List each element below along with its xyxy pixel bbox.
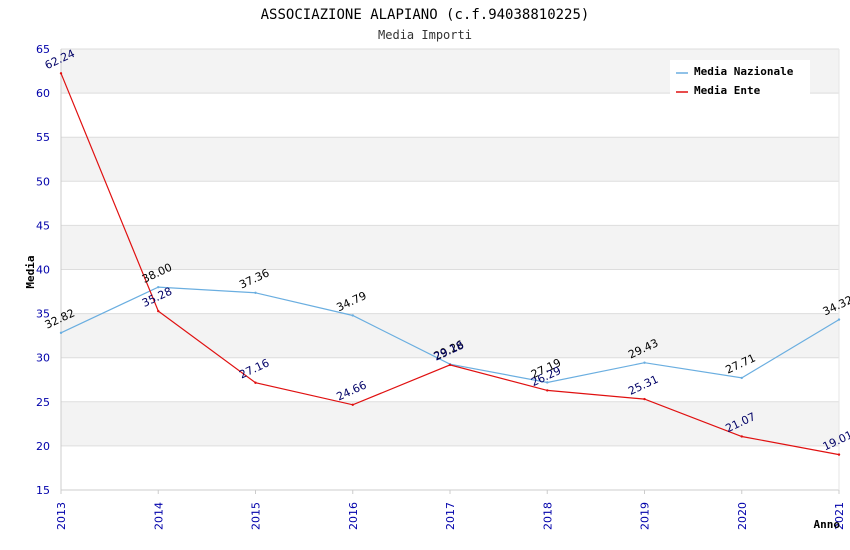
data-point bbox=[59, 72, 63, 75]
data-label: 24.66 bbox=[335, 378, 369, 403]
data-point bbox=[837, 318, 841, 321]
data-point bbox=[157, 285, 160, 289]
legend-label-ente: Media Ente bbox=[694, 84, 761, 97]
data-point bbox=[254, 291, 257, 294]
x-tick-label: 2020 bbox=[736, 502, 749, 530]
data-label: 37.36 bbox=[237, 266, 271, 291]
data-point bbox=[740, 435, 743, 438]
y-tick-label: 40 bbox=[36, 264, 50, 277]
x-tick-label: 2016 bbox=[347, 502, 360, 530]
series-lines bbox=[59, 72, 841, 456]
gridlines bbox=[61, 48, 839, 491]
x-tick-label: 2021 bbox=[833, 502, 846, 530]
background-bands bbox=[61, 49, 839, 446]
data-point bbox=[351, 403, 354, 406]
axes bbox=[60, 49, 840, 494]
data-label: 27.16 bbox=[237, 356, 271, 381]
x-tick-label: 2019 bbox=[639, 502, 652, 530]
data-point bbox=[254, 381, 257, 384]
y-tick-label: 60 bbox=[36, 87, 50, 100]
x-tick-label: 2014 bbox=[152, 502, 165, 530]
data-label: 34.79 bbox=[335, 289, 369, 314]
legend: Media Nazionale Media Ente bbox=[670, 60, 810, 100]
y-tick-label: 30 bbox=[36, 352, 50, 365]
x-tick-label: 2013 bbox=[55, 502, 68, 530]
data-label: 25.31 bbox=[626, 373, 660, 398]
data-point bbox=[740, 376, 743, 380]
data-point bbox=[643, 361, 646, 364]
data-point bbox=[351, 314, 354, 317]
y-tick-label: 45 bbox=[36, 219, 50, 232]
y-tick-label: 35 bbox=[36, 308, 50, 321]
data-point bbox=[643, 397, 646, 401]
data-point bbox=[448, 363, 452, 367]
y-tick-label: 50 bbox=[36, 175, 50, 188]
legend-label-nazionale: Media Nazionale bbox=[694, 65, 794, 78]
y-tick-label: 20 bbox=[36, 440, 50, 453]
y-tick-label: 55 bbox=[36, 131, 50, 144]
x-axis-label: Anno bbox=[814, 518, 841, 531]
y-axis-label: Media bbox=[24, 255, 37, 288]
band bbox=[61, 401, 839, 446]
data-point bbox=[59, 331, 63, 335]
chart-title: ASSOCIAZIONE ALAPIANO (c.f.94038810225) bbox=[261, 7, 590, 23]
tick-labels: 15 20 25 30 35 40 45 50 55 60 65 2013 2014 2015 2016 20… bbox=[36, 43, 846, 530]
data-point bbox=[837, 453, 841, 456]
data-point bbox=[157, 309, 160, 313]
data-point bbox=[546, 381, 549, 384]
data-label: 35.28 bbox=[140, 285, 174, 310]
x-tick-label: 2017 bbox=[444, 502, 457, 530]
data-point bbox=[546, 389, 549, 392]
band bbox=[61, 225, 839, 270]
band bbox=[61, 137, 839, 182]
y-tick-label: 15 bbox=[36, 484, 50, 497]
x-tick-label: 2018 bbox=[541, 502, 554, 530]
legend-box bbox=[670, 60, 810, 100]
y-tick-label: 25 bbox=[36, 396, 50, 409]
x-tick-label: 2015 bbox=[250, 502, 263, 530]
y-tick-label: 65 bbox=[36, 43, 50, 56]
chart-subtitle: Media Importi bbox=[378, 28, 472, 42]
